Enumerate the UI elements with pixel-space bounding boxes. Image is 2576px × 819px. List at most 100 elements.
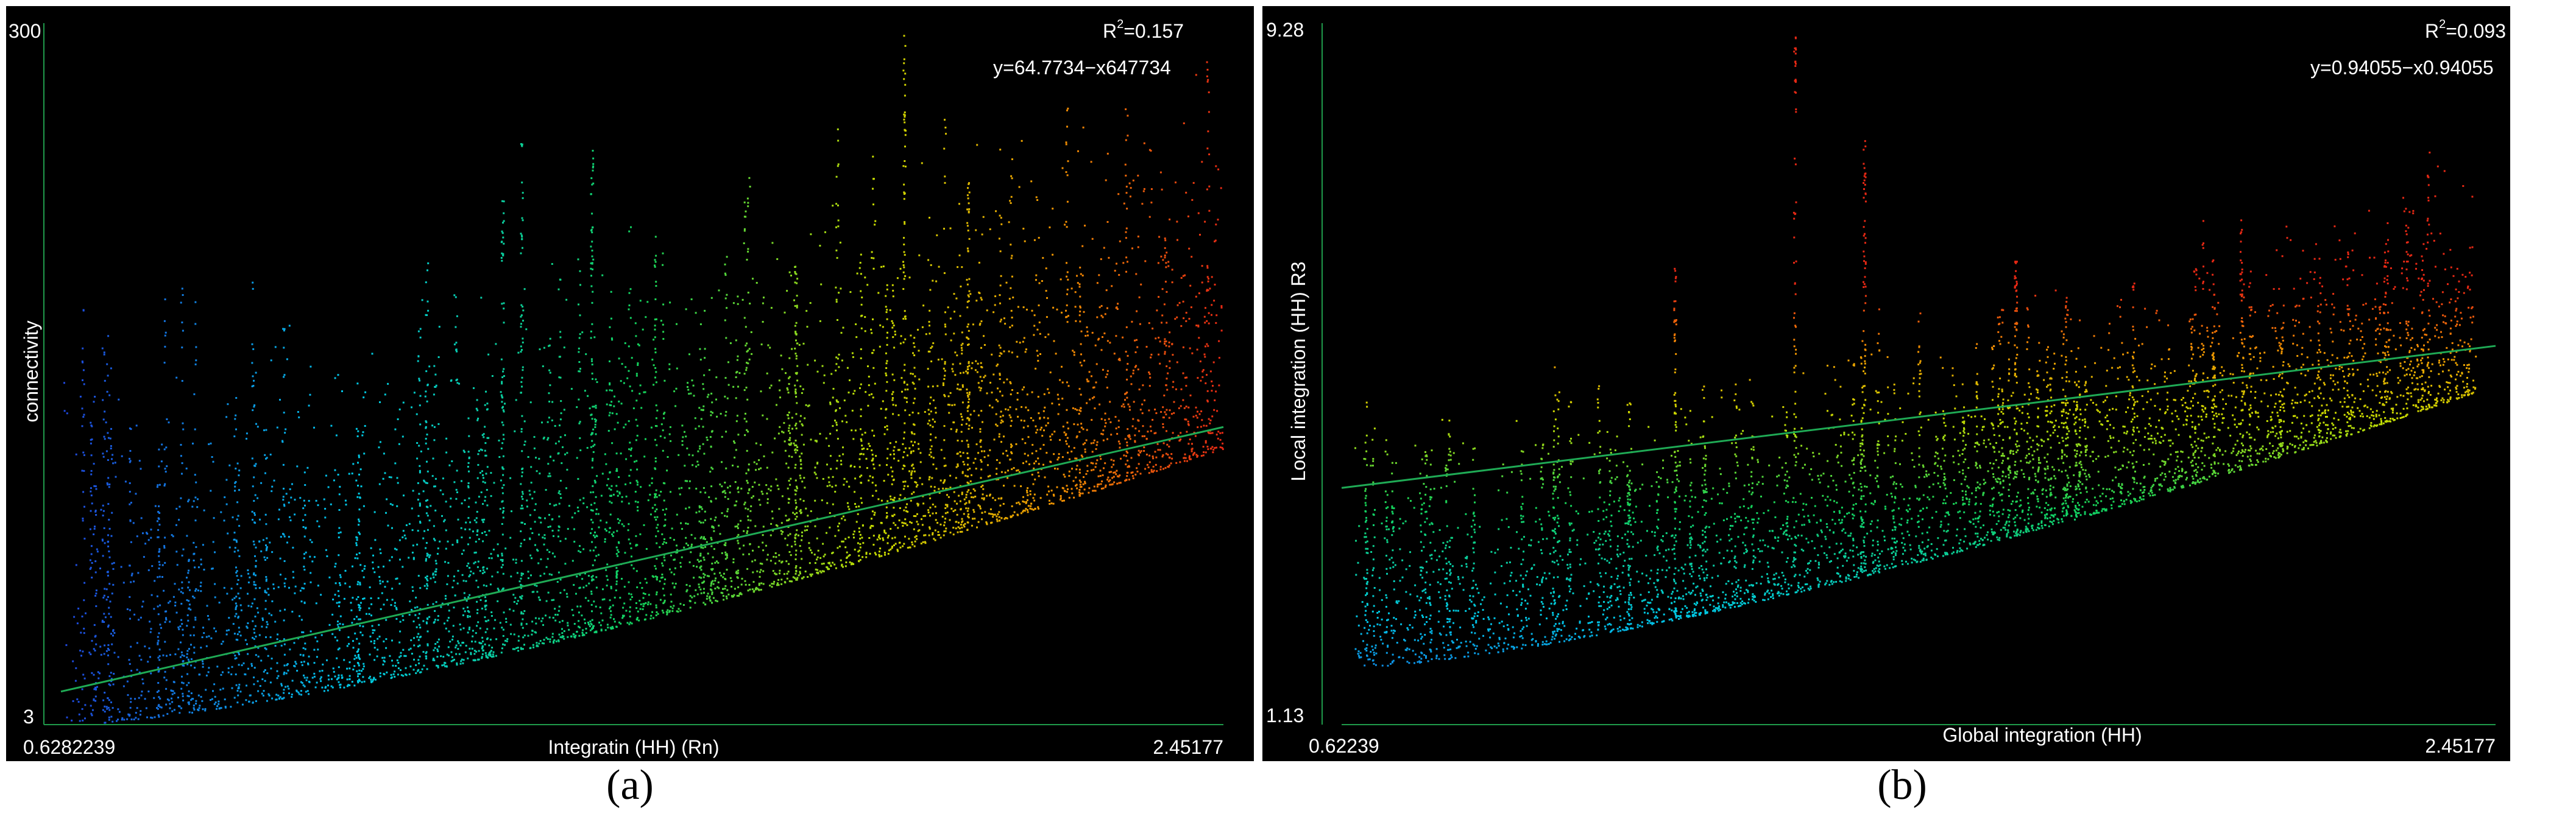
scatter-point (1164, 281, 1167, 283)
scatter-point (1148, 454, 1151, 457)
scatter-point (333, 670, 335, 673)
scatter-point (1064, 223, 1066, 226)
scatter-point (202, 708, 204, 711)
scatter-point (330, 685, 333, 687)
scatter-point (1152, 465, 1155, 468)
scatter-point (1130, 375, 1132, 378)
scatter-point (402, 401, 405, 404)
scatter-point (1038, 475, 1040, 477)
scatter-point (805, 507, 807, 510)
scatter-point (241, 664, 243, 666)
scatter-point (283, 488, 285, 490)
scatter-point (737, 488, 739, 490)
scatter-point (1066, 321, 1069, 323)
scatter-point (539, 473, 541, 475)
scatter-point (233, 532, 236, 534)
scatter-point (886, 448, 889, 450)
scatter-point (1215, 434, 1218, 436)
scatter-point (1052, 493, 1055, 496)
scatter-point (188, 701, 190, 703)
scatter-point (354, 557, 356, 560)
scatter-point (785, 515, 787, 517)
scatter-point (663, 417, 665, 420)
scatter-point (268, 694, 271, 697)
scatter-point (79, 720, 81, 722)
scatter-point (501, 560, 504, 563)
scatter-point (271, 485, 274, 488)
scatter-point (1180, 276, 1183, 279)
scatter-point (622, 606, 625, 609)
scatter-point (415, 664, 417, 666)
scatter-point (1165, 452, 1167, 455)
scatter-point (465, 580, 467, 582)
scatter-point (326, 555, 328, 557)
scatter-point (974, 369, 977, 371)
scatter-point (135, 424, 138, 427)
scatter-point (745, 210, 747, 213)
scatter-point (1125, 270, 1127, 273)
scatter-point (1065, 143, 1067, 146)
scatter-point (787, 388, 789, 391)
scatter-point (1093, 386, 1095, 388)
scatter-point (1063, 499, 1065, 502)
scatter-point (140, 694, 143, 697)
scatter-point (327, 486, 330, 488)
scatter-point (416, 413, 418, 415)
scatter-point (368, 613, 370, 615)
scatter-point (746, 398, 749, 401)
scatter-point (861, 448, 863, 451)
scatter-point (813, 554, 816, 556)
scatter-point (447, 575, 449, 577)
scatter-point (694, 602, 696, 604)
scatter-point (718, 289, 720, 292)
scatter-point (779, 569, 781, 572)
scatter-point (1125, 174, 1127, 177)
scatter-point (517, 635, 520, 638)
scatter-point (1176, 361, 1178, 364)
scatter-point (869, 445, 871, 447)
scatter-point (897, 527, 899, 529)
scatter-point (1025, 309, 1028, 311)
scatter-point (370, 597, 372, 599)
scatter-point (965, 370, 968, 373)
scatter-point (861, 445, 863, 447)
scatter-point (447, 540, 449, 543)
scatter-point (894, 524, 897, 526)
scatter-point (710, 518, 712, 520)
scatter-point (150, 716, 152, 719)
scatter-point (754, 481, 756, 483)
scatter-point (153, 697, 155, 699)
scatter-point (1058, 403, 1060, 406)
scatter-point (247, 653, 249, 655)
scatter-point (726, 569, 728, 571)
scatter-point (107, 545, 110, 547)
scatter-point (950, 339, 952, 342)
scatter-point (1131, 425, 1134, 427)
scatter-point (1091, 375, 1092, 378)
scatter-point (300, 690, 302, 692)
scatter-point (815, 440, 818, 443)
scatter-point (334, 469, 336, 471)
scatter-point (1134, 351, 1137, 353)
scatter-point (1026, 393, 1028, 396)
scatter-point (1180, 325, 1183, 327)
scatter-point (332, 599, 334, 600)
scatter-point (579, 437, 581, 440)
scatter-point (801, 424, 804, 427)
scatter-point (82, 673, 85, 676)
scatter-point (737, 572, 740, 574)
scatter-point (262, 694, 264, 697)
scatter-point (164, 468, 166, 470)
scatter-point (964, 503, 966, 505)
scatter-point (397, 418, 399, 420)
scatter-point (835, 421, 838, 424)
scatter-point (769, 346, 771, 349)
scatter-point (608, 487, 610, 490)
scatter-point (958, 521, 960, 524)
scatter-point (615, 580, 618, 583)
scatter-point (109, 600, 111, 603)
scatter-point (559, 336, 562, 339)
scatter-point (163, 677, 166, 679)
scatter-point (529, 493, 531, 496)
scatter-point (966, 388, 968, 391)
